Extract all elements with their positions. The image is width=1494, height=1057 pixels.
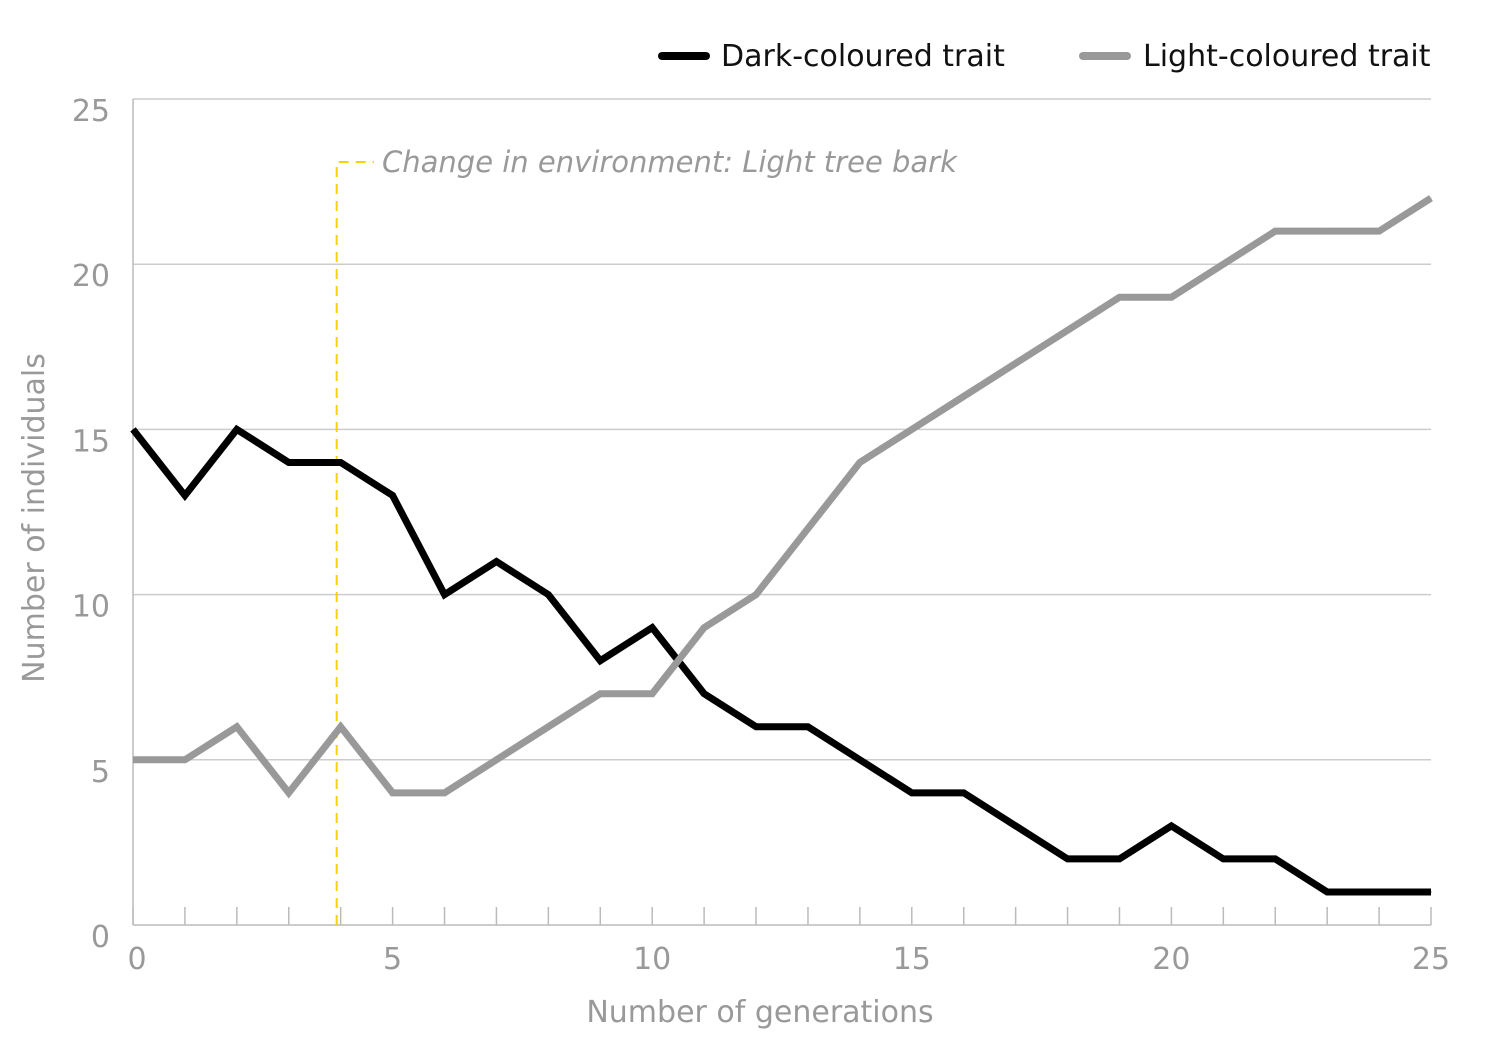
- series-1-point-23: [1326, 230, 1328, 232]
- series-1-point-11: [703, 627, 705, 629]
- series-1-point-9: [599, 693, 601, 695]
- series-0-point-10: [651, 627, 653, 629]
- y-tick-label-5: 5: [91, 755, 110, 790]
- series-1-point-20: [1170, 296, 1172, 298]
- y-tick-label-15: 15: [72, 424, 110, 459]
- series-0-point-9: [599, 660, 601, 662]
- y-tick-label-0: 0: [91, 920, 110, 955]
- series-1-point-4: [340, 726, 342, 728]
- annotation: Change in environment: Light tree bark: [335, 145, 958, 925]
- y-tick-label-20: 20: [72, 259, 110, 294]
- y-axis-title: Number of individuals: [17, 353, 52, 683]
- series-1-point-12: [755, 594, 757, 596]
- series-1-point-5: [392, 792, 394, 794]
- series-0-point-14: [859, 759, 861, 761]
- legend-label-1: Light-coloured trait: [1143, 39, 1431, 74]
- series-1-point-8: [547, 726, 549, 728]
- series-1-point-25: [1430, 197, 1432, 199]
- series-0-point-0: [132, 428, 134, 430]
- annotation-text: Change in environment: Light tree bark: [382, 145, 958, 179]
- series-0-point-19: [1118, 858, 1120, 860]
- series-0-point-16: [963, 792, 965, 794]
- series-0-point-8: [547, 594, 549, 596]
- series-1-point-6: [444, 792, 446, 794]
- gridlines: [133, 98, 1431, 761]
- legend: Dark-coloured trait Light-coloured trait: [658, 39, 1431, 74]
- series-1-point-22: [1274, 230, 1276, 232]
- series-0-point-25: [1430, 891, 1432, 893]
- series-1-point-0: [132, 759, 134, 761]
- x-tick-label-15: 15: [893, 942, 931, 977]
- x-tick-label-20: 20: [1152, 942, 1190, 977]
- series-1-point-7: [495, 759, 497, 761]
- series-0-point-11: [703, 693, 705, 695]
- series-lines: [130, 195, 1433, 896]
- series-line-0: [130, 424, 1431, 896]
- series-0-point-15: [911, 792, 913, 794]
- series-1-point-16: [963, 395, 965, 397]
- series-1-point-13: [807, 528, 809, 530]
- legend-label-0: Dark-coloured trait: [721, 39, 1005, 74]
- series-0-point-20: [1170, 825, 1172, 827]
- series-0-point-5: [392, 494, 394, 496]
- series-0-point-24: [1378, 891, 1380, 893]
- series-0-point-22: [1274, 858, 1276, 860]
- series-0-point-18: [1067, 858, 1069, 860]
- series-0-point-6: [444, 594, 446, 596]
- series-0-point-12: [755, 726, 757, 728]
- series-0-point-3: [288, 461, 290, 463]
- series-1-point-21: [1222, 263, 1224, 265]
- series-1-point-17: [1015, 362, 1017, 364]
- x-tick-label-0: 0: [127, 942, 146, 977]
- series-0-point-13: [807, 726, 809, 728]
- series-0-point-7: [495, 561, 497, 563]
- x-axis-title: Number of generations: [586, 995, 933, 1030]
- x-tick-label-5: 5: [383, 942, 402, 977]
- y-tick-label-25: 25: [72, 94, 110, 129]
- series-0-point-23: [1326, 891, 1328, 893]
- y-tick-label-10: 10: [72, 590, 110, 625]
- series-0-point-4: [340, 461, 342, 463]
- series-1-point-15: [911, 428, 913, 430]
- series-1-point-18: [1067, 329, 1069, 331]
- series-1-point-1: [184, 759, 186, 761]
- x-tick-label-25: 25: [1412, 942, 1450, 977]
- series-1-point-24: [1378, 230, 1380, 232]
- series-0-point-21: [1222, 858, 1224, 860]
- axes: 0 5 10 15 20 25 0 5 10 15 20 25: [72, 94, 1450, 977]
- series-1-point-19: [1118, 296, 1120, 298]
- series-0-point-17: [1015, 825, 1017, 827]
- series-1-point-2: [236, 726, 238, 728]
- series-0-point-2: [236, 428, 238, 430]
- series-line-1: [133, 195, 1433, 799]
- series-1-point-10: [651, 693, 653, 695]
- annotation-marker-line: [335, 161, 374, 925]
- x-tick-label-10: 10: [633, 942, 671, 977]
- series-1-point-3: [288, 792, 290, 794]
- series-1-point-14: [859, 461, 861, 463]
- series-0-point-1: [184, 494, 186, 496]
